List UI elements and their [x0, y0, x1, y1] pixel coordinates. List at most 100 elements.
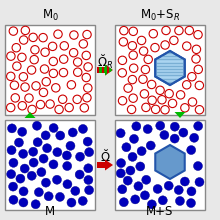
Text: $\breve{\Omega}$: $\breve{\Omega}$ — [100, 149, 110, 165]
Circle shape — [119, 198, 128, 207]
Circle shape — [130, 64, 138, 72]
Circle shape — [185, 26, 194, 35]
Circle shape — [63, 180, 72, 189]
Circle shape — [70, 31, 78, 39]
Circle shape — [34, 188, 43, 197]
Text: M: M — [45, 205, 55, 218]
Circle shape — [62, 151, 71, 160]
Circle shape — [67, 198, 76, 207]
Circle shape — [39, 154, 48, 163]
Circle shape — [55, 105, 63, 114]
Circle shape — [147, 200, 156, 209]
Circle shape — [40, 65, 49, 73]
Circle shape — [195, 81, 204, 90]
Circle shape — [70, 48, 78, 57]
Circle shape — [73, 95, 81, 104]
Polygon shape — [97, 160, 113, 170]
Polygon shape — [174, 112, 185, 118]
Circle shape — [142, 103, 150, 112]
Circle shape — [123, 176, 132, 185]
Circle shape — [188, 98, 197, 106]
Circle shape — [131, 195, 140, 204]
Circle shape — [188, 73, 196, 81]
Circle shape — [75, 170, 84, 179]
Circle shape — [41, 131, 50, 140]
Circle shape — [127, 105, 136, 114]
Circle shape — [31, 46, 39, 54]
Circle shape — [19, 73, 28, 81]
Circle shape — [190, 133, 199, 142]
Circle shape — [129, 27, 138, 35]
Circle shape — [161, 41, 169, 49]
Circle shape — [7, 103, 15, 112]
Polygon shape — [24, 112, 35, 118]
Text: M$_0$+S$_R$: M$_0$+S$_R$ — [140, 8, 180, 23]
Circle shape — [20, 164, 29, 173]
Circle shape — [170, 134, 179, 143]
Circle shape — [84, 63, 92, 71]
Circle shape — [126, 166, 135, 175]
Circle shape — [59, 55, 68, 63]
Circle shape — [129, 94, 137, 102]
Circle shape — [156, 121, 165, 130]
Circle shape — [19, 198, 28, 207]
Circle shape — [118, 97, 127, 105]
Bar — [115, 120, 205, 210]
Circle shape — [44, 192, 53, 201]
Circle shape — [117, 159, 126, 168]
Circle shape — [162, 26, 170, 35]
Circle shape — [84, 164, 93, 173]
Circle shape — [9, 195, 18, 204]
Circle shape — [170, 36, 178, 45]
Circle shape — [37, 168, 46, 177]
Circle shape — [10, 81, 19, 89]
Circle shape — [41, 178, 50, 187]
Circle shape — [168, 99, 177, 108]
Circle shape — [118, 185, 127, 194]
Circle shape — [31, 200, 40, 209]
Circle shape — [116, 129, 125, 138]
Circle shape — [21, 26, 29, 35]
Circle shape — [11, 94, 19, 102]
Circle shape — [164, 181, 173, 190]
Circle shape — [68, 128, 77, 137]
Circle shape — [7, 146, 16, 155]
Circle shape — [55, 192, 64, 201]
Circle shape — [27, 171, 36, 180]
Circle shape — [27, 66, 36, 74]
Circle shape — [82, 51, 90, 60]
Circle shape — [134, 182, 143, 191]
Circle shape — [119, 38, 128, 46]
Circle shape — [151, 43, 159, 52]
Circle shape — [153, 184, 162, 193]
Circle shape — [9, 158, 18, 167]
Circle shape — [83, 137, 92, 146]
Circle shape — [180, 177, 189, 186]
Circle shape — [78, 196, 87, 205]
Circle shape — [118, 69, 126, 77]
Circle shape — [54, 30, 62, 38]
Circle shape — [75, 152, 84, 161]
Circle shape — [79, 125, 88, 134]
Circle shape — [29, 158, 38, 167]
Circle shape — [179, 128, 188, 137]
Circle shape — [19, 36, 28, 44]
Circle shape — [187, 198, 196, 207]
Circle shape — [139, 47, 148, 55]
Circle shape — [122, 143, 131, 152]
Circle shape — [7, 170, 16, 179]
Circle shape — [187, 187, 196, 196]
Circle shape — [7, 124, 16, 133]
Circle shape — [16, 174, 25, 183]
Circle shape — [148, 96, 156, 104]
Circle shape — [183, 81, 191, 89]
Circle shape — [181, 104, 189, 112]
Circle shape — [56, 131, 65, 140]
Circle shape — [142, 175, 151, 184]
Bar — [5, 25, 95, 115]
Circle shape — [79, 40, 88, 48]
Circle shape — [18, 53, 26, 62]
Circle shape — [183, 42, 191, 50]
Circle shape — [83, 94, 91, 102]
Circle shape — [59, 68, 68, 77]
